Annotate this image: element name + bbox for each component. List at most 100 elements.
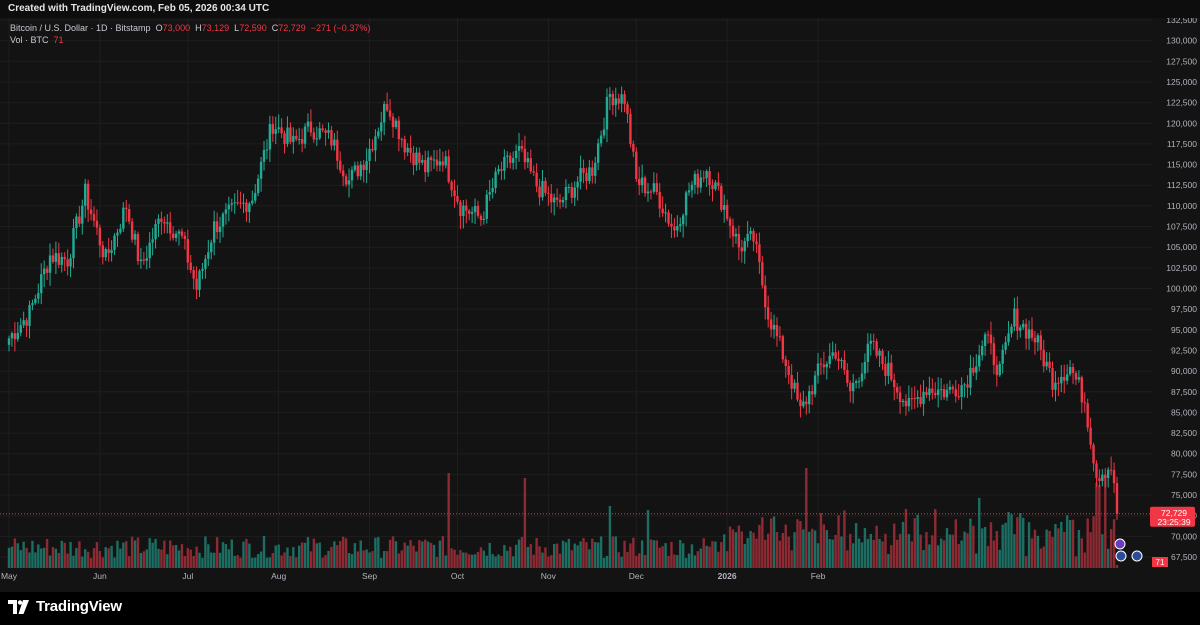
price-chart[interactable]: 132,500 130,000 127,500 125,000 122,500 120,0… bbox=[0, 18, 1200, 592]
candle-body bbox=[890, 362, 893, 380]
candle-body bbox=[532, 171, 535, 173]
candle-body bbox=[978, 355, 981, 367]
volume-bar bbox=[825, 530, 829, 568]
top-bar: Created with TradingView.com, Feb 05, 20… bbox=[0, 0, 1200, 18]
candle-body bbox=[362, 164, 365, 171]
candle-body bbox=[1098, 478, 1101, 482]
candle-body bbox=[893, 379, 896, 388]
candle-body bbox=[75, 216, 78, 229]
volume-bar bbox=[163, 540, 166, 568]
symbol-row: Bitcoin / U.S. Dollar · 1D · Bitstamp O7… bbox=[10, 22, 370, 34]
volume-bar bbox=[336, 545, 339, 568]
candle-body bbox=[916, 397, 919, 399]
tradingview-logo[interactable]: TradingView bbox=[8, 598, 122, 615]
volume-bar bbox=[324, 555, 327, 568]
volume-bar bbox=[368, 552, 371, 568]
volume-bar bbox=[526, 546, 530, 568]
volume-bar bbox=[1001, 524, 1004, 568]
volume-bar bbox=[705, 545, 708, 568]
candle-body bbox=[110, 249, 113, 254]
candle-body bbox=[717, 182, 720, 186]
volume-bar bbox=[509, 546, 512, 568]
candle-body bbox=[734, 233, 738, 237]
volume-bar bbox=[1098, 485, 1101, 568]
volume-bar bbox=[781, 533, 785, 568]
volume-bar bbox=[277, 544, 280, 568]
candle-body bbox=[7, 338, 11, 345]
volume-bar bbox=[1004, 522, 1007, 568]
volume-bar bbox=[315, 543, 318, 568]
volume-bar bbox=[1109, 529, 1113, 568]
candle-body bbox=[810, 391, 814, 395]
volume-bar bbox=[1045, 529, 1048, 568]
candle-body bbox=[210, 242, 213, 253]
volume-value: 71 bbox=[53, 35, 64, 45]
price-axis-label: 102,500 bbox=[1166, 263, 1197, 273]
volume-bar bbox=[954, 519, 957, 568]
volume-bar bbox=[687, 553, 691, 568]
candle-body bbox=[948, 386, 952, 390]
volume-bar bbox=[485, 555, 488, 568]
price-axis-label: 110,000 bbox=[1167, 201, 1197, 211]
volume-bar bbox=[81, 556, 84, 568]
candle-body bbox=[406, 147, 409, 153]
candle-body bbox=[558, 199, 562, 203]
last-price-tag-bg bbox=[1150, 506, 1195, 527]
candle-body bbox=[755, 241, 758, 245]
candle-body bbox=[473, 206, 477, 213]
volume-bar bbox=[394, 541, 398, 568]
candle-body bbox=[831, 352, 834, 356]
chart-area[interactable]: 132,500 130,000 127,500 125,000 122,500 120,0… bbox=[0, 18, 1200, 592]
volume-bar bbox=[19, 550, 22, 568]
candle-body bbox=[262, 150, 266, 162]
volume-bar bbox=[567, 538, 571, 568]
candle-body bbox=[48, 255, 52, 273]
candle-body bbox=[125, 207, 128, 210]
candle-body bbox=[673, 226, 676, 231]
volume-bar bbox=[268, 557, 272, 568]
volume-bar bbox=[582, 538, 585, 568]
candle-body bbox=[517, 146, 521, 151]
volume-bar bbox=[514, 544, 518, 568]
volume-bar bbox=[224, 544, 228, 568]
volume-bar bbox=[51, 547, 55, 568]
volume-bar bbox=[846, 550, 849, 568]
volume-bar bbox=[300, 542, 304, 568]
volume-bar bbox=[617, 552, 620, 568]
candle-body bbox=[966, 384, 969, 388]
volume-bar bbox=[78, 541, 81, 568]
volume-bar bbox=[884, 533, 887, 568]
volume-bar bbox=[720, 542, 723, 568]
volume-bar bbox=[934, 509, 937, 568]
price-axis-label: 107,500 bbox=[1166, 222, 1197, 232]
volume-bar bbox=[790, 550, 793, 568]
candle-body bbox=[421, 160, 424, 163]
candle-body bbox=[632, 143, 635, 152]
candle-body bbox=[1016, 308, 1019, 331]
volume-bar bbox=[171, 545, 175, 568]
volume-bar bbox=[596, 542, 600, 568]
volume-bar bbox=[388, 539, 392, 568]
candle-body bbox=[796, 382, 799, 400]
volume-bar bbox=[626, 551, 629, 568]
candle-body bbox=[834, 352, 837, 359]
candle-body bbox=[1065, 374, 1069, 381]
candle-body bbox=[784, 359, 787, 367]
volume-bar bbox=[755, 538, 758, 568]
candle-body bbox=[980, 346, 984, 356]
time-axis-label: Dec bbox=[629, 571, 645, 581]
volume-bar bbox=[928, 544, 931, 568]
candle-body bbox=[441, 161, 445, 166]
volume-bar bbox=[916, 514, 919, 568]
candle-body bbox=[696, 173, 700, 188]
candle-body bbox=[312, 132, 316, 140]
volume-bar bbox=[218, 552, 222, 568]
volume-bar bbox=[303, 542, 307, 568]
volume-bar bbox=[1022, 517, 1025, 568]
volume-bar bbox=[166, 554, 169, 568]
candle-body bbox=[681, 215, 685, 225]
candle-body bbox=[81, 205, 84, 224]
volume-bar bbox=[482, 550, 486, 568]
candle-body bbox=[664, 212, 667, 214]
volume-bar bbox=[63, 542, 66, 568]
